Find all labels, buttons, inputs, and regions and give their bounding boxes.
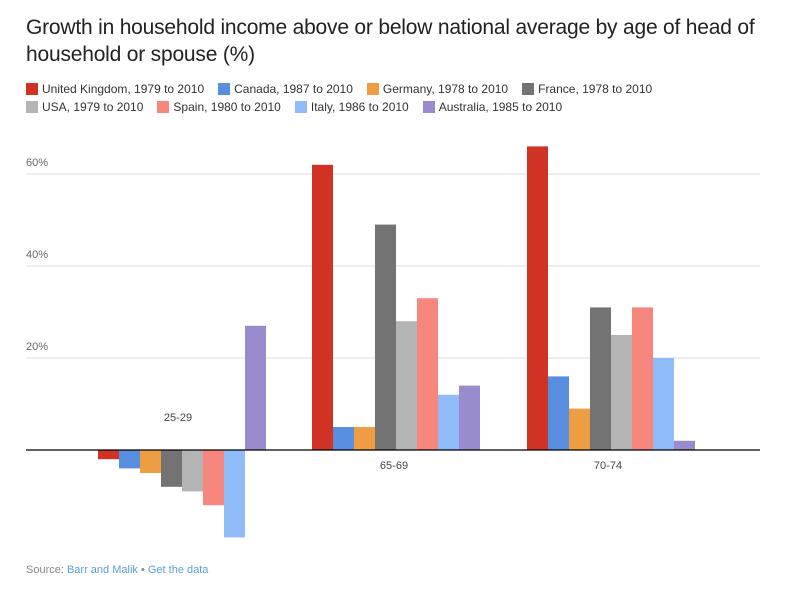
legend-swatch	[26, 83, 38, 95]
legend-label: Australia, 1985 to 2010	[438, 100, 563, 114]
y-tick-label: 60%	[26, 157, 48, 169]
legend-item: Spain, 1980 to 2010	[157, 100, 281, 114]
bar	[161, 450, 182, 487]
bar	[182, 450, 203, 492]
legend-label: Germany, 1978 to 2010	[382, 82, 509, 96]
get-data-link[interactable]: Get the data	[147, 564, 209, 576]
legend-swatch	[294, 101, 307, 113]
source-link[interactable]: Barr and Malik	[66, 564, 138, 576]
bar	[569, 408, 590, 450]
legend-swatch	[422, 101, 435, 113]
source-separator: •	[137, 564, 148, 576]
y-tick-label: 20%	[26, 341, 48, 353]
chart-title: Growth in household income above or belo…	[26, 16, 755, 66]
legend-swatch	[522, 83, 535, 95]
bar	[224, 450, 245, 538]
legend: United Kingdom, 1979 to 2010 Canada, 198…	[26, 80, 796, 116]
bar	[590, 307, 611, 450]
legend-label: Spain, 1980 to 2010	[173, 100, 281, 114]
bar	[354, 427, 375, 450]
x-category-label: 70-74	[594, 460, 622, 472]
legend-swatch	[218, 83, 231, 95]
legend-label: United Kingdom, 1979 to 2010	[42, 82, 205, 96]
legend-item: Australia, 1985 to 2010	[422, 100, 563, 114]
bar	[417, 298, 438, 450]
legend-item: France, 1978 to 2010	[522, 82, 652, 96]
y-tick-label: 40%	[26, 249, 48, 261]
bar	[611, 335, 632, 450]
bar	[653, 358, 674, 450]
legend-label: France, 1978 to 2010	[538, 82, 653, 96]
legend-item: Italy, 1986 to 2010	[294, 100, 409, 114]
legend-item: Canada, 1987 to 2010	[218, 82, 353, 96]
source-footer: Source: Barr and Malik • Get the data	[26, 564, 208, 576]
legend-swatch	[26, 101, 38, 113]
legend-label: USA, 1979 to 2010	[42, 100, 144, 114]
legend-item: Germany, 1978 to 2010	[366, 82, 509, 96]
legend-label: Italy, 1986 to 2010	[310, 100, 409, 114]
bar	[632, 307, 653, 450]
source-prefix: Source:	[26, 564, 67, 576]
bar	[548, 376, 569, 450]
legend-item: United Kingdom, 1979 to 2010	[26, 82, 204, 96]
legend-row-1: United Kingdom, 1979 to 2010 Canada, 198…	[26, 80, 796, 98]
bar	[438, 394, 459, 450]
legend-item: USA, 1979 to 2010	[26, 100, 143, 114]
legend-label: Canada, 1987 to 2010	[234, 82, 353, 96]
bar	[203, 450, 224, 506]
bar	[375, 224, 396, 450]
legend-swatch	[157, 101, 170, 113]
bar	[396, 321, 417, 450]
bar	[459, 385, 480, 450]
bar	[98, 450, 119, 460]
bar	[245, 325, 266, 450]
x-category-label: 65-69	[380, 460, 408, 472]
bar	[119, 450, 140, 469]
bar	[140, 450, 161, 473]
bar	[333, 427, 354, 450]
legend-swatch	[366, 83, 379, 95]
x-category-label: 25-29	[164, 412, 192, 424]
legend-row-2: USA, 1979 to 2010 Spain, 1980 to 2010 It…	[26, 98, 796, 116]
bar	[312, 164, 333, 451]
bar	[527, 146, 548, 450]
bar	[674, 440, 695, 450]
